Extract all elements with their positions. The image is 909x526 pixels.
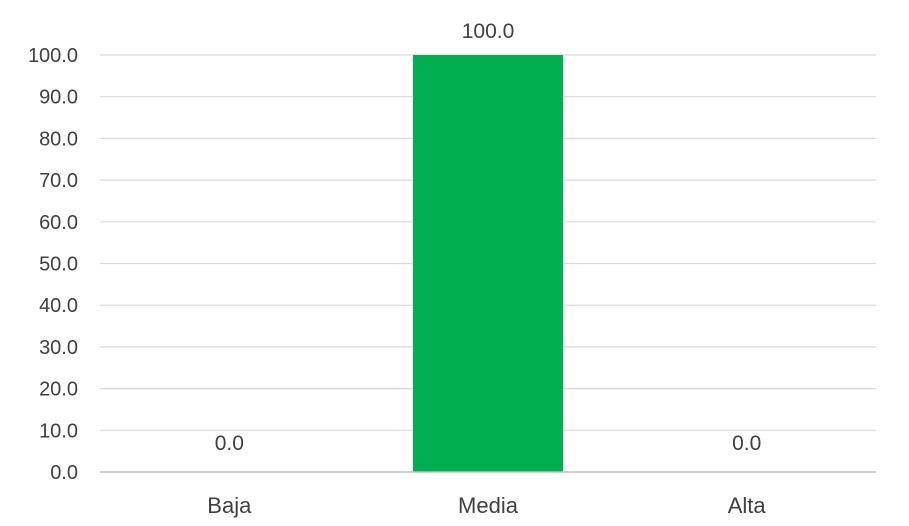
bar-media — [413, 55, 563, 472]
y-tick-label: 20.0 — [39, 379, 78, 401]
y-tick-label: 60.0 — [39, 212, 78, 234]
x-axis-category-labels: Baja Media Alta — [207, 493, 766, 518]
bars — [413, 55, 563, 472]
y-tick-label: 10.0 — [39, 420, 78, 442]
y-tick-label: 100.0 — [28, 45, 78, 67]
y-tick-label: 40.0 — [39, 295, 78, 317]
data-label-media: 100.0 — [462, 20, 515, 43]
y-tick-label: 50.0 — [39, 254, 78, 276]
category-label-media: Media — [458, 493, 519, 518]
category-label-alta: Alta — [728, 493, 767, 518]
y-tick-label: 70.0 — [39, 170, 78, 192]
y-tick-label: 80.0 — [39, 128, 78, 150]
category-label-baja: Baja — [207, 493, 252, 518]
data-label-alta: 0.0 — [732, 432, 761, 455]
y-tick-label: 30.0 — [39, 337, 78, 359]
data-labels: 0.0 100.0 0.0 — [215, 20, 762, 455]
y-tick-label: 90.0 — [39, 87, 78, 109]
data-label-baja: 0.0 — [215, 432, 244, 455]
y-axis-tick-labels: 0.0 10.0 20.0 30.0 40.0 50.0 60.0 70.0 80.0 90.0 1… — [28, 45, 78, 484]
y-tick-label: 0.0 — [50, 462, 78, 484]
